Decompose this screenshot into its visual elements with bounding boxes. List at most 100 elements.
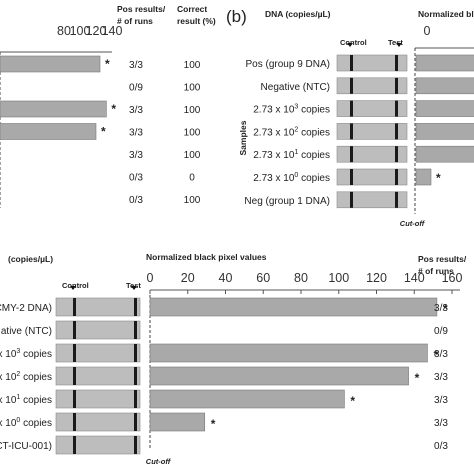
panel-c-cutoff-label: Cut-off <box>146 457 172 466</box>
panel-c-pos-header-2: # of runs <box>418 266 454 276</box>
panel-c-control-label: Control <box>62 281 89 290</box>
panel-c-strip-4-band-1 <box>134 390 137 408</box>
panel-c-asterisk-4: * <box>350 394 355 408</box>
panel-a-pos-result-0: 3/3 <box>129 60 143 71</box>
panel-c-concentration-header: (copies/µL) <box>8 254 53 264</box>
panel-b-strip-0 <box>336 54 408 72</box>
panel-b-strip-5-band-1 <box>395 169 398 185</box>
panel-b-strip-4 <box>336 145 408 163</box>
panel-c-strip-0-band-0 <box>73 298 76 316</box>
panel-a-correct-1: 100 <box>184 83 201 94</box>
panel-c-pos-result-5: 3/3 <box>434 418 448 429</box>
panel-b-samples-label: Samples <box>238 120 248 155</box>
panel-b-strip-4-band-0 <box>350 146 353 163</box>
panel-b-tick-0: 0 <box>424 24 431 38</box>
panel-b-row-label-4: 2.73 x 101 copies <box>253 149 330 161</box>
panel-c-row-label-4: x 101 copies <box>0 394 52 406</box>
panel-c-strip-3 <box>55 366 141 386</box>
panel-c-tick-40: 40 <box>219 271 233 285</box>
panel-b-control-label: Control <box>340 38 367 47</box>
panel-c-strip-6 <box>55 435 141 455</box>
panel-a-tick-120: 120 <box>86 24 107 38</box>
panel-c-strip-0-band-1 <box>134 298 137 316</box>
panel-b-strip-1 <box>336 77 408 95</box>
panel-c-strip-1-band-0 <box>73 321 76 339</box>
panel-a-bar-0 <box>0 55 101 73</box>
panel-b-strip-3-band-0 <box>350 123 353 140</box>
panel-c-tick-140: 140 <box>404 271 425 285</box>
panel-c-strip-5-band-0 <box>73 413 76 431</box>
panel-c-row-label-6: (DETECT-ICU-001) <box>0 441 52 452</box>
panel-c-strip-4 <box>55 389 141 409</box>
panel-b-strip-6-band-1 <box>395 191 398 208</box>
panel-c-tick-0: 0 <box>147 271 154 285</box>
panel-c-test-label: Test <box>126 281 141 290</box>
panel-c-pos-header-1: Pos results/ <box>418 254 467 264</box>
panel-c-asterisk-0: * <box>443 302 448 316</box>
panel-c-asterisk-3: * <box>415 371 420 385</box>
panel-b-row-label-2: 2.73 x 103 copies <box>253 104 330 116</box>
panel-a-pos-result-2: 3/3 <box>129 105 143 116</box>
panel-a-pos-result-4: 3/3 <box>129 150 143 161</box>
panel-a-bar-2 <box>0 100 107 118</box>
panel-b-test-label: Test <box>388 38 403 47</box>
panel-a-asterisk-2: * <box>111 102 116 116</box>
panel-c-strip-5 <box>55 412 141 432</box>
panel-c-bar-2 <box>149 343 428 363</box>
panel-b-row-label-1: Negative (NTC) <box>261 82 330 93</box>
panel-b-label: (b) <box>226 7 247 26</box>
panel-c-row-label-5: x 100 copies <box>0 417 52 429</box>
panel-c-strip-2 <box>55 343 141 363</box>
panel-c-row-label-1: ative (NTC) <box>1 326 52 337</box>
panel-a-correct-6: 100 <box>184 195 201 206</box>
panel-c-strip-2-band-1 <box>134 344 137 362</box>
panel-a-bar-3 <box>0 123 97 140</box>
panel-c-strip-1 <box>55 320 141 340</box>
panel-a-pos-header-2: # of runs <box>117 16 153 26</box>
panel-b-bar-2 <box>415 100 474 117</box>
panel-b-strip-2-band-0 <box>350 100 353 117</box>
panel-c-value-header: Normalized black pixel values <box>146 252 267 262</box>
panel-b-strip-3-band-1 <box>395 123 398 140</box>
panel-a-correct-header-2: result (%) <box>177 16 216 26</box>
panel-c-row-label-0: CMY-2 DNA) <box>0 303 52 314</box>
panel-a-correct-4: 100 <box>184 150 201 161</box>
panel-c-strip-0 <box>55 297 141 317</box>
panel-a-correct-2: 100 <box>184 105 201 116</box>
panel-a-correct-5: 0 <box>189 173 195 184</box>
panel-b-value-header: Normalized black <box>418 9 474 19</box>
panel-a-pos-result-3: 3/3 <box>129 128 143 139</box>
panel-a-tick-80: 80 <box>57 24 71 38</box>
panel-c-row-label-2: x 103 copies <box>0 348 52 360</box>
panel-a-asterisk-0: * <box>105 57 110 71</box>
panel-c-pos-result-4: 3/3 <box>434 395 448 406</box>
panel-b-strip-1-band-0 <box>350 77 353 94</box>
panel-c-bar-4 <box>149 389 345 409</box>
panel-c-tick-20: 20 <box>181 271 195 285</box>
panel-c-bar-3 <box>149 366 409 386</box>
panel-c-strip-5-band-1 <box>134 413 137 431</box>
panel-b-cutoff-label: Cut-off <box>400 219 426 228</box>
panel-c-tick-60: 60 <box>256 271 270 285</box>
panel-b-strip-arrows <box>347 43 402 47</box>
panel-a-correct-3: 100 <box>184 128 201 139</box>
panel-b-concentration-header: DNA (copies/µL) <box>265 9 331 19</box>
panel-b-bar-0 <box>415 54 474 72</box>
panel-b-strip-2-band-1 <box>395 100 398 117</box>
panel-b-strip-6 <box>336 191 408 209</box>
panel-b-strip-0-band-0 <box>350 55 353 71</box>
panel-c-pos-result-1: 0/9 <box>434 326 448 337</box>
panel-c-strip-4-band-0 <box>73 390 76 408</box>
panel-b-row-label-5: 2.73 x 100 copies <box>253 172 330 184</box>
panel-c-strip-2-band-0 <box>73 344 76 362</box>
panel-c-asterisk-2: * <box>433 348 438 362</box>
panel-b-row-label-3: 2.73 x 102 copies <box>253 126 330 138</box>
panel-a-pos-result-5: 0/3 <box>129 173 143 184</box>
panel-b-strip-5 <box>336 168 408 186</box>
panel-c-rows: CMY-2 DNA) * 3/3 ative (NTC) 0/9 x 103 copies… <box>0 297 448 455</box>
panel-b-strip-2 <box>336 100 408 117</box>
panel-c-strip-6-band-0 <box>73 436 76 454</box>
panel-b-asterisk-5: * <box>436 171 441 185</box>
